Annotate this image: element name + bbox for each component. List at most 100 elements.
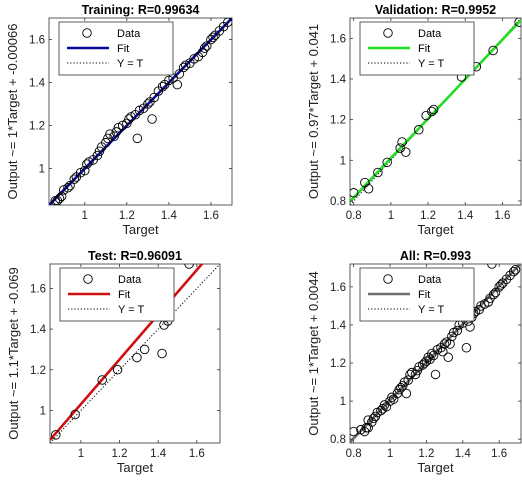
data-point bbox=[487, 264, 497, 269]
y-tick-label: 1.4 bbox=[330, 320, 347, 332]
data-point bbox=[494, 282, 504, 292]
y-tick-label: 1.6 bbox=[29, 34, 45, 46]
legend-label-identity: Y = T bbox=[117, 58, 143, 70]
data-point bbox=[63, 183, 73, 193]
data-point bbox=[396, 383, 406, 393]
data-point bbox=[157, 82, 168, 92]
legend-data-marker bbox=[82, 28, 92, 38]
data-point bbox=[139, 344, 150, 355]
data-point bbox=[103, 133, 113, 144]
data-point bbox=[501, 274, 512, 284]
data-point bbox=[428, 350, 439, 361]
y-axis-label: Output ~= 0.97*Target + 0.041 bbox=[306, 24, 321, 199]
y-tick-label: 1.4 bbox=[29, 77, 46, 89]
data-point bbox=[423, 352, 433, 363]
panel-title: Validation: R=0.9952 bbox=[375, 3, 496, 17]
data-point bbox=[405, 369, 415, 380]
legend-data-marker bbox=[83, 274, 93, 284]
data-point bbox=[443, 352, 453, 363]
data-point bbox=[184, 264, 194, 269]
legend-label-data: Data bbox=[418, 274, 442, 286]
data-point bbox=[132, 352, 142, 363]
data-point bbox=[350, 426, 359, 437]
data-point bbox=[368, 413, 379, 423]
y-tick-label: 1.2 bbox=[330, 358, 346, 370]
data-point bbox=[439, 339, 450, 349]
x-tick-label: 1.2 bbox=[112, 448, 128, 460]
data-point bbox=[80, 165, 90, 176]
data-point bbox=[514, 18, 521, 27]
x-tick-label: 1.4 bbox=[161, 210, 178, 222]
identity-line bbox=[350, 18, 521, 205]
legend-label-data: Data bbox=[118, 274, 142, 286]
data-point bbox=[427, 106, 437, 117]
y-tick-label: 1 bbox=[40, 405, 46, 417]
data-point bbox=[490, 287, 501, 298]
data-point bbox=[208, 32, 218, 43]
data-point bbox=[112, 365, 123, 375]
x-tick-label: 1.4 bbox=[455, 448, 472, 460]
data-point bbox=[418, 360, 428, 370]
data-point bbox=[465, 322, 475, 332]
data-point bbox=[401, 147, 411, 157]
data-point bbox=[382, 157, 392, 168]
y-tick-label: 1.2 bbox=[29, 120, 45, 132]
fit-line bbox=[350, 264, 521, 443]
legend: Data Fit Y = T bbox=[359, 267, 475, 322]
data-point bbox=[51, 430, 61, 440]
data-point bbox=[157, 348, 167, 359]
x-tick-label: 0.8 bbox=[346, 210, 362, 222]
data-point bbox=[92, 150, 103, 161]
y-tick-label: 1 bbox=[340, 396, 346, 408]
data-point bbox=[101, 137, 111, 148]
panel-title: Test: R=0.96091 bbox=[88, 249, 182, 263]
data-point bbox=[498, 278, 508, 288]
x-axis-label: Target bbox=[417, 222, 454, 237]
fit-line bbox=[50, 264, 204, 441]
y-tick-label: 1.6 bbox=[30, 283, 46, 295]
data-point bbox=[388, 394, 399, 404]
x-axis-label: Target bbox=[122, 222, 159, 237]
data-point bbox=[363, 183, 374, 194]
panel-title: Training: R=0.99634 bbox=[82, 3, 200, 17]
x-tick-label: 1 bbox=[82, 210, 88, 222]
data-point bbox=[363, 423, 373, 433]
legend-label-fit: Fit bbox=[117, 43, 129, 55]
data-point bbox=[223, 18, 232, 28]
legend-data-marker bbox=[383, 28, 393, 38]
x-tick-label: 1.2 bbox=[119, 210, 135, 222]
legend-label-identity: Y = T bbox=[418, 58, 444, 70]
x-tick-label: 1.6 bbox=[494, 210, 510, 222]
panel-test: Test: R=0.96091 1 1.2 1.4 1.6 1 1.2 1.4 1.6 Targe… bbox=[6, 249, 221, 475]
y-tick-label: 1.6 bbox=[330, 33, 346, 45]
y-axis-label: Output ~= 1.1*Target + -0.069 bbox=[6, 267, 21, 439]
data-point bbox=[414, 125, 424, 135]
x-tick-label: 1.4 bbox=[150, 448, 167, 460]
data-point bbox=[94, 146, 105, 157]
data-point bbox=[452, 325, 463, 336]
y-tick-label: 1.4 bbox=[30, 324, 47, 336]
data-point bbox=[97, 375, 107, 385]
x-tick-label: 1 bbox=[388, 210, 394, 222]
y-tick-label: 1.2 bbox=[330, 115, 346, 127]
y-tick-label: 0.8 bbox=[330, 434, 346, 446]
data-point bbox=[70, 409, 80, 420]
data-point bbox=[109, 131, 119, 141]
data-point bbox=[373, 167, 383, 178]
data-point bbox=[508, 266, 519, 277]
legend-label-fit: Fit bbox=[418, 289, 430, 301]
x-axis-label: Target bbox=[417, 460, 454, 475]
x-tick-label: 1 bbox=[387, 448, 393, 460]
data-point bbox=[425, 354, 435, 364]
data-point bbox=[394, 384, 404, 395]
data-point bbox=[56, 191, 67, 202]
legend: Data Fit Y = T bbox=[359, 21, 475, 76]
legend: Data Fit Y = T bbox=[58, 21, 174, 76]
data-point bbox=[69, 174, 79, 184]
data-point bbox=[143, 99, 153, 109]
data-point bbox=[438, 346, 448, 357]
data-point bbox=[445, 339, 455, 349]
data-point bbox=[505, 270, 515, 281]
x-tick-label: 1.6 bbox=[203, 210, 219, 222]
